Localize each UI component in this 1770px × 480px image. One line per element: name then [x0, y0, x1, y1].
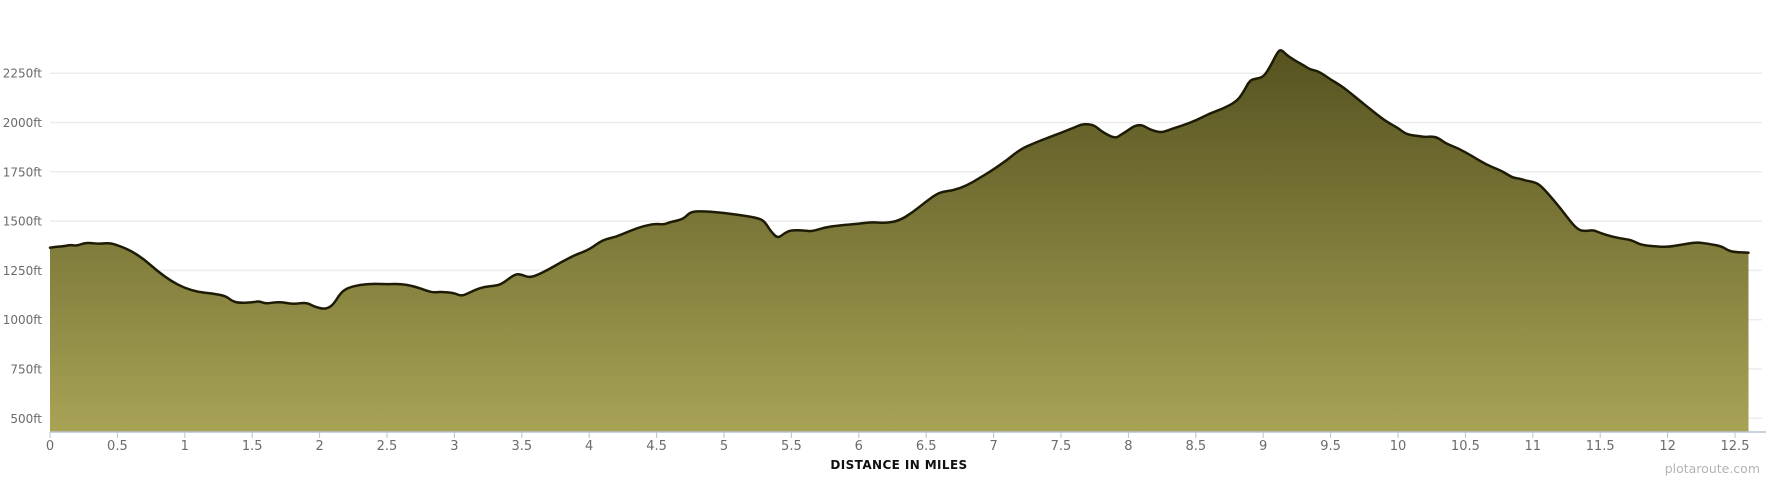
x-axis-title: DISTANCE IN MILES: [830, 458, 967, 472]
x-axis-label: 10: [1390, 439, 1407, 454]
y-axis-label: 750ft: [10, 363, 42, 377]
y-axis-label: 1250ft: [3, 264, 43, 278]
watermark-link[interactable]: plotaroute.com: [1665, 461, 1760, 476]
x-axis-label: 7: [989, 439, 997, 454]
x-axis-label: 2: [315, 439, 323, 454]
x-axis-label: 6: [855, 439, 863, 454]
x-axis-label: 12: [1659, 439, 1676, 454]
x-axis-label: 8.5: [1185, 439, 1206, 454]
x-axis-label: 12.5: [1721, 439, 1750, 454]
x-axis-label: 7.5: [1051, 439, 1072, 454]
y-axis-labels: 500ft 750ft 1000ft 1250ft 1500ft 1750ft 2000ft…: [3, 67, 43, 426]
x-axis-label: 1: [181, 439, 189, 454]
x-axis-label: 0: [46, 439, 54, 454]
x-axis-label: 9: [1259, 439, 1267, 454]
x-axis-label: 11: [1525, 439, 1542, 454]
x-axis-label: 2.5: [377, 439, 398, 454]
x-axis-label: 1.5: [242, 439, 263, 454]
y-axis-label: 1750ft: [3, 165, 43, 179]
x-axis-label: 6.5: [916, 439, 937, 454]
elevation-line: [48, 49, 1750, 310]
x-axis-label: 5: [720, 439, 728, 454]
x-axis-label: 4: [585, 439, 593, 454]
x-axis-label: 0.5: [107, 439, 128, 454]
elevation-area[interactable]: [50, 50, 1749, 432]
x-axis-label: 11.5: [1586, 439, 1615, 454]
x-axis-label: 5.5: [781, 439, 802, 454]
y-axis-label: 2000ft: [3, 116, 43, 130]
y-axis-label: 2250ft: [3, 67, 43, 81]
x-axis-ticks: [49, 432, 1736, 438]
y-axis-label: 1500ft: [3, 215, 43, 229]
y-axis-label: 1000ft: [3, 313, 43, 327]
x-axis-label: 3: [450, 439, 458, 454]
x-axis-label: 10.5: [1451, 439, 1480, 454]
x-axis-label: 8: [1124, 439, 1132, 454]
x-axis-label: 3.5: [511, 439, 532, 454]
x-axis-label: 4.5: [646, 439, 667, 454]
y-axis-label: 500ft: [10, 412, 42, 426]
x-axis-labels: 0 0.5 1 1.5 2 2.5 3 3.5 4 4.5 5 5.5 6 6.5 7 7.5 8 8.5 9 9.5…: [46, 439, 1750, 454]
x-axis-label: 9.5: [1320, 439, 1341, 454]
